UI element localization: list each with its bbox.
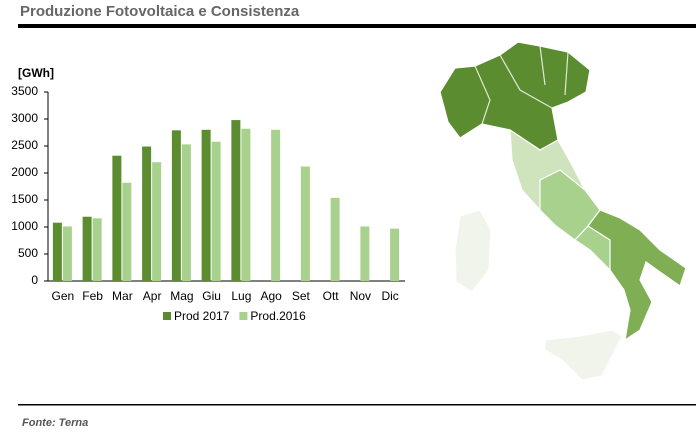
bar (122, 182, 132, 281)
footer-rule (18, 404, 696, 406)
x-tick-label: Feb (82, 289, 103, 303)
bar (300, 166, 310, 281)
bar (181, 144, 191, 281)
x-tick-label: Mar (112, 289, 133, 303)
bar (390, 228, 400, 281)
x-tick-label: Dic (381, 289, 398, 303)
y-tick-label: 2000 (11, 165, 38, 179)
x-tick-label: Giu (202, 289, 221, 303)
x-tick-label: Lug (231, 289, 251, 303)
x-tick-label: Ago (260, 289, 282, 303)
bar (152, 162, 162, 281)
y-tick-label: 500 (18, 246, 38, 260)
bar (82, 216, 92, 281)
header-rule (18, 24, 696, 28)
bar (171, 130, 181, 281)
x-tick-label: Gen (52, 289, 75, 303)
bar (231, 120, 241, 281)
y-tick-label: 3000 (11, 111, 38, 125)
legend-swatch (239, 312, 248, 320)
bar (330, 197, 340, 281)
y-tick-label: 3500 (11, 84, 38, 98)
y-axis-label: [GWh] (18, 66, 54, 80)
source: Fonte: Terna (22, 417, 88, 429)
y-tick-label: 1000 (11, 219, 38, 233)
bar (142, 146, 152, 281)
bar (62, 226, 72, 281)
bar (201, 129, 211, 281)
bar (112, 155, 122, 281)
bar (241, 128, 251, 281)
page-title: Produzione Fotovoltaica e Consistenza (20, 3, 300, 20)
bar (211, 141, 221, 281)
legend-label: Prod 2017 (174, 309, 230, 323)
bar (271, 129, 281, 281)
bar (360, 226, 370, 281)
legend-swatch (163, 312, 171, 320)
bar (52, 222, 62, 281)
y-tick-label: 0 (31, 273, 38, 287)
x-tick-label: Nov (350, 289, 371, 303)
y-tick-label: 2500 (11, 138, 38, 152)
legend-label: Prod.2016 (250, 309, 306, 323)
bar (92, 218, 102, 281)
x-tick-label: Mag (170, 289, 193, 303)
italy-map (439, 41, 687, 381)
x-tick-label: Ott (323, 289, 340, 303)
x-tick-label: Apr (143, 289, 162, 303)
y-tick-label: 1500 (11, 192, 38, 206)
x-tick-label: Set (292, 289, 311, 303)
